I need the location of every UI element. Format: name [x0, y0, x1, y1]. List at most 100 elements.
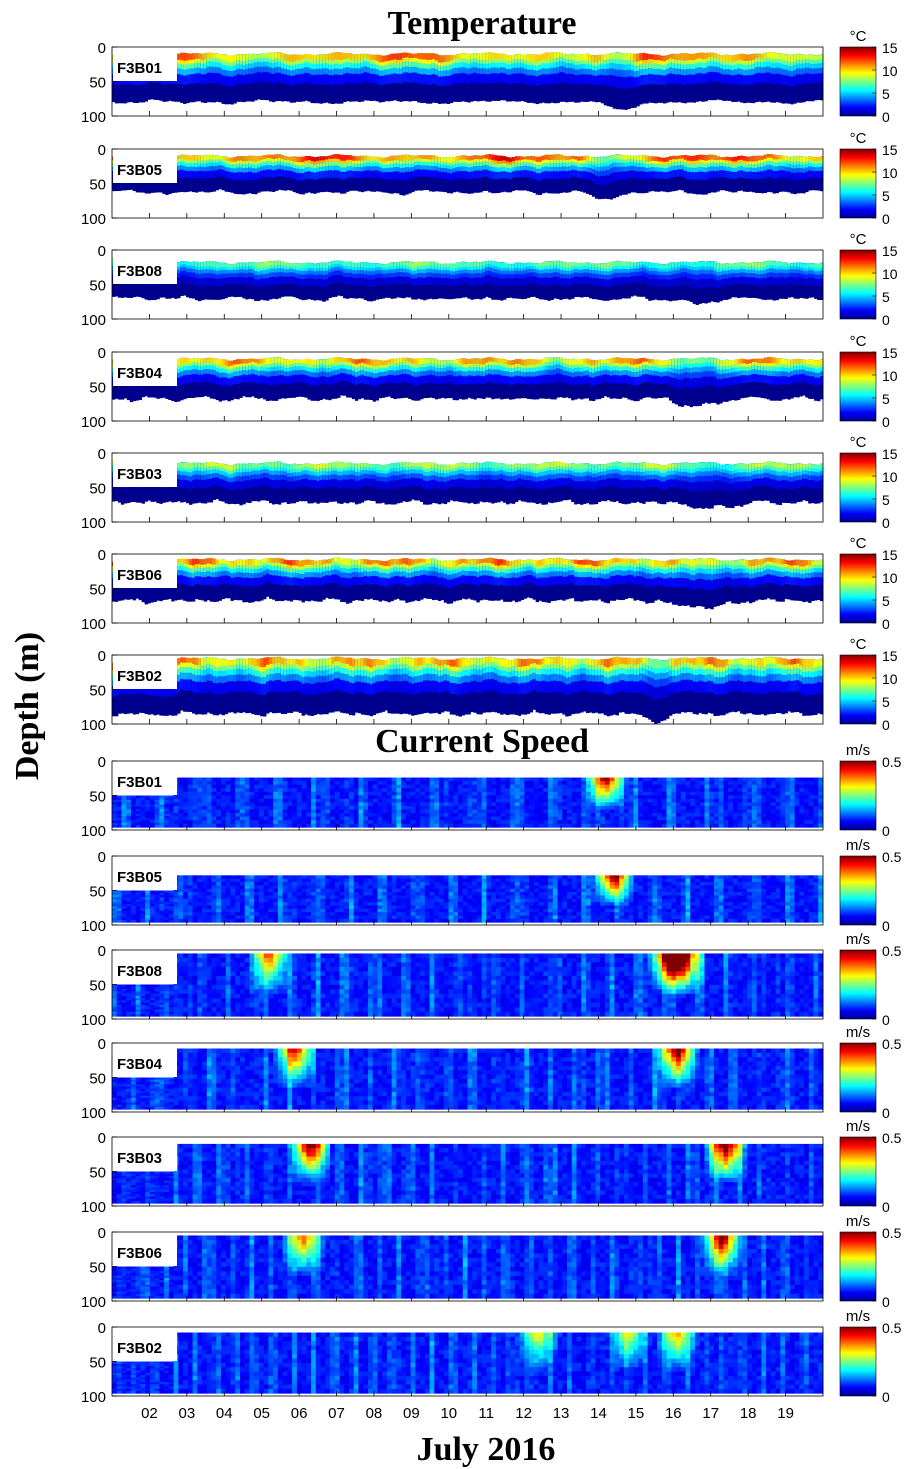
temperature-cell	[622, 155, 625, 159]
temperature-cell	[402, 261, 405, 266]
temperature-cell	[666, 264, 669, 269]
temperature-cell	[245, 263, 248, 267]
temperature-cell	[316, 157, 319, 161]
temperature-cell	[340, 53, 343, 60]
temperature-cell	[675, 54, 678, 60]
temperature-cell	[675, 156, 678, 159]
temperature-cell	[571, 54, 574, 60]
temperature-cell	[793, 54, 796, 61]
temperature-cell	[411, 54, 414, 58]
temperature-cell	[313, 360, 316, 365]
temperature-cell	[343, 358, 346, 362]
temperature-cell	[186, 53, 189, 60]
temperature-cell	[281, 53, 284, 59]
temperature-cell	[607, 263, 610, 269]
temperature-cell	[296, 157, 299, 162]
temperature-cell	[654, 157, 657, 162]
temperature-cell	[808, 54, 811, 59]
temperature-cell	[494, 262, 497, 266]
temperature-cell	[556, 154, 559, 160]
temperature-cell	[592, 55, 595, 62]
temperature-cell	[399, 53, 402, 60]
temperature-cell	[210, 53, 213, 58]
temperature-cell	[453, 264, 456, 269]
temperature-cell	[251, 359, 254, 362]
temperature-cell	[509, 157, 512, 162]
temperature-cell	[242, 359, 245, 363]
temperature-cell	[228, 264, 231, 267]
temperature-cell	[465, 156, 468, 160]
temperature-cell	[716, 263, 719, 269]
temperature-cell	[779, 53, 782, 59]
temperature-cell	[503, 156, 506, 160]
temperature-cell	[515, 156, 518, 160]
temperature-cell	[556, 261, 559, 266]
temperature-cell	[284, 359, 287, 364]
temperature-cell	[696, 262, 699, 268]
temperature-cell	[710, 261, 713, 266]
temperature-cell	[559, 53, 562, 57]
temperature-title: Temperature	[388, 5, 577, 42]
temperature-cell	[577, 263, 580, 267]
temperature-cell	[225, 263, 228, 267]
temperature-cell	[236, 156, 239, 161]
temperature-cell	[358, 54, 361, 59]
temperature-cell	[693, 54, 696, 60]
temperature-cell	[699, 53, 702, 59]
y-tick-label: 50	[89, 278, 106, 295]
temperature-cell	[260, 156, 263, 160]
temperature-cell	[580, 156, 583, 160]
temperature-cell	[752, 262, 755, 266]
temperature-cell	[192, 53, 195, 59]
temperature-cell	[257, 359, 260, 363]
temperature-cell	[231, 264, 234, 267]
temperature-cell	[755, 54, 758, 58]
temperature-cell	[361, 156, 364, 161]
temperature-cell	[420, 155, 423, 159]
temperature-cell	[328, 54, 331, 61]
temperature-cell	[764, 53, 767, 58]
temperature-cell	[233, 264, 236, 268]
temperature-cell	[219, 156, 222, 159]
temperature-cell	[645, 156, 648, 162]
temperature-cell	[242, 263, 245, 267]
temperature-cell	[571, 262, 574, 266]
temperature-cell	[349, 262, 352, 266]
temperature-cell	[177, 359, 180, 366]
temperature-cell	[281, 262, 284, 266]
temperature-cell	[503, 263, 506, 268]
temperature-cell	[302, 55, 305, 60]
temperature-cell	[456, 156, 459, 160]
temperature-cell	[814, 264, 817, 269]
temperature-cell	[382, 264, 385, 267]
temperature-cell	[506, 157, 509, 161]
temperature-cell	[302, 360, 305, 363]
temperature-cell	[177, 54, 180, 60]
temperature-cell	[352, 54, 355, 60]
y-tick-label: 0	[98, 142, 106, 159]
temperature-cell	[245, 156, 248, 161]
temperature-cell	[219, 54, 222, 59]
temperature-cell	[420, 262, 423, 267]
temperature-cell	[183, 261, 186, 264]
temperature-cell	[216, 156, 219, 160]
temperature-cell	[648, 263, 651, 268]
temperature-cell	[402, 155, 405, 161]
temperature-cell	[201, 54, 204, 60]
temperature-cell	[349, 155, 352, 160]
temperature-cell	[331, 358, 334, 364]
temperature-cell	[562, 156, 565, 160]
temperature-cell	[444, 55, 447, 62]
temperature-cell	[776, 53, 779, 59]
temperature-cell	[207, 261, 210, 266]
temperature-cell	[239, 263, 242, 267]
temperature-cell	[787, 55, 790, 62]
temperature-cell	[770, 154, 773, 158]
temperature-cell	[459, 54, 462, 59]
temperature-cell	[334, 261, 337, 264]
temperature-cell	[201, 156, 204, 161]
temperature-cell	[630, 155, 633, 158]
temperature-cell	[210, 261, 213, 266]
temperature-cell	[500, 262, 503, 267]
temperature-cell	[308, 156, 311, 160]
